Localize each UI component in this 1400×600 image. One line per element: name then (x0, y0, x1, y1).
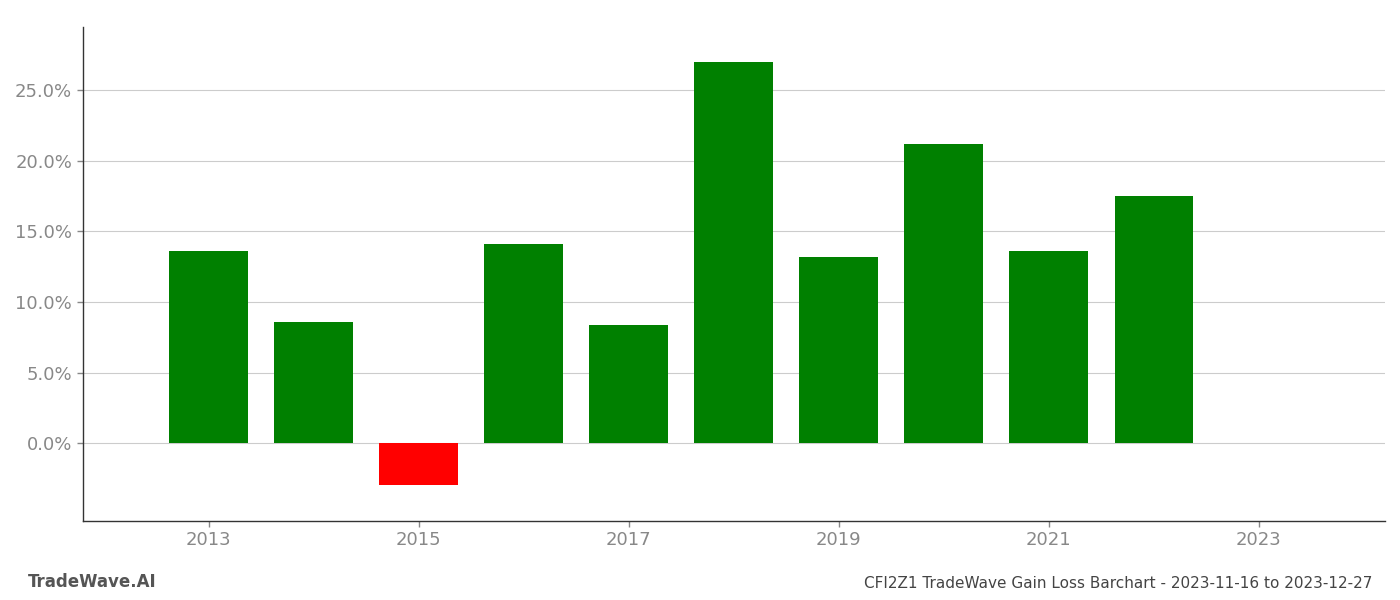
Bar (484, 244, 563, 443)
Bar (799, 257, 878, 443)
Bar (694, 62, 773, 443)
Bar (904, 144, 983, 443)
Bar (1114, 196, 1193, 443)
Text: CFI2Z1 TradeWave Gain Loss Barchart - 2023-11-16 to 2023-12-27: CFI2Z1 TradeWave Gain Loss Barchart - 20… (864, 576, 1372, 591)
Bar (589, 325, 668, 443)
Text: TradeWave.AI: TradeWave.AI (28, 573, 157, 591)
Bar (169, 251, 248, 443)
Bar (379, 443, 458, 485)
Bar (1009, 251, 1088, 443)
Bar (274, 322, 353, 443)
